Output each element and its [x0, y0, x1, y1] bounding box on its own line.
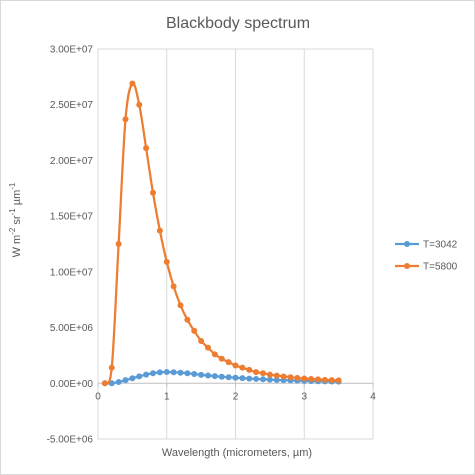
data-point-t-5800: [211, 351, 218, 358]
data-point-t-3042: [170, 369, 177, 376]
data-point-t-5800: [108, 364, 115, 371]
legend-label-t-3042: T=3042: [423, 240, 458, 251]
y-label-part: µm: [11, 190, 23, 209]
data-point-t-5800: [287, 374, 294, 381]
y-tick-label: 3.00E+07: [50, 45, 94, 56]
data-point-t-3042: [191, 371, 198, 378]
data-point-t-5800: [218, 355, 225, 362]
y-tick-label: 0.00E+00: [50, 379, 94, 390]
legend: T=3042 T=5800: [395, 240, 458, 273]
data-point-t-5800: [315, 376, 321, 383]
x-tick-label: 0: [95, 391, 101, 402]
data-point-t-3042: [260, 376, 266, 383]
data-point-t-5800: [266, 371, 273, 378]
data-point-t-5800: [225, 359, 232, 366]
chart-title: Blackbody spectrum: [166, 15, 310, 32]
data-point-t-5800: [301, 375, 308, 382]
data-point-t-5800: [136, 101, 143, 108]
axes: 0 1 2 3 4 -5.00E+06 0.00E+00 5.00E+06 1.00E+07 1.…: [47, 45, 377, 446]
data-point-t-5800: [170, 283, 177, 290]
y-label-superscript: -1: [8, 182, 17, 190]
y-tick-label: 1.50E+07: [50, 212, 94, 223]
data-point-t-3042: [218, 373, 225, 380]
x-axis-label: Wavelength (micrometers, µm): [162, 447, 312, 459]
data-point-t-5800: [177, 302, 184, 309]
data-point-t-3042: [211, 373, 218, 380]
data-point-t-5800: [115, 241, 122, 247]
legend-label-t-5800: T=5800: [423, 262, 458, 273]
data-point-t-5800: [150, 189, 156, 196]
legend-marker-t-3042: [404, 241, 410, 247]
data-point-t-5800: [321, 376, 328, 383]
data-point-t-5800: [129, 80, 136, 87]
data-point-t-5800: [280, 373, 287, 380]
data-point-t-5800: [260, 370, 266, 377]
data-point-t-5800: [328, 377, 335, 384]
data-point-t-5800: [101, 380, 108, 387]
data-point-t-3042: [136, 373, 143, 380]
x-tick-label: 2: [233, 391, 239, 402]
data-point-t-5800: [122, 116, 129, 123]
y-axis-label: W m-2 sr-1 µm-1: [8, 182, 23, 257]
data-point-t-5800: [205, 344, 211, 351]
data-point-t-3042: [198, 371, 205, 378]
data-point-t-3042: [253, 375, 260, 382]
y-tick-label: -5.00E+06: [47, 435, 94, 446]
data-point-t-5800: [143, 145, 150, 152]
y-tick-label: 2.00E+07: [50, 156, 94, 167]
data-point-t-5800: [184, 316, 191, 323]
data-point-t-5800: [198, 337, 205, 344]
data-point-t-3042: [205, 372, 211, 379]
series-line-t-5800: [103, 82, 339, 385]
data-point-t-5800: [253, 369, 260, 376]
y-label-part: W m: [11, 235, 23, 258]
data-point-t-3042: [232, 374, 239, 381]
x-tick-label: 1: [164, 391, 170, 402]
data-point-t-5800: [156, 227, 163, 234]
data-point-t-5800: [335, 377, 342, 384]
y-tick-label: 2.50E+07: [50, 100, 94, 111]
data-point-t-5800: [191, 327, 198, 334]
data-point-t-5800: [232, 362, 239, 369]
data-point-t-3042: [266, 376, 273, 383]
x-tick-label: 4: [370, 391, 376, 402]
data-point-t-3042: [239, 375, 246, 382]
data-point-t-3042: [273, 376, 280, 383]
data-point-t-3042: [225, 374, 232, 381]
data-point-t-5800: [246, 366, 253, 373]
x-tick-label: 3: [301, 391, 307, 402]
data-point-t-5800: [273, 372, 280, 379]
data-point-t-5800: [163, 258, 170, 265]
data-point-t-3042: [184, 370, 191, 377]
y-label-superscript: -1: [8, 208, 17, 216]
data-point-t-3042: [177, 369, 184, 376]
data-point-t-3042: [246, 375, 253, 382]
data-point-t-3042: [122, 377, 129, 384]
gridlines: [97, 48, 374, 440]
series-layer: [101, 80, 342, 387]
y-label-part: sr: [11, 215, 23, 228]
data-point-t-3042: [143, 371, 150, 378]
data-point-t-5800: [308, 376, 315, 383]
data-point-t-3042: [129, 375, 136, 382]
legend-marker-t-5800: [404, 263, 410, 269]
data-point-t-5800: [239, 364, 246, 371]
data-point-t-3042: [163, 369, 170, 376]
y-label-superscript: -2: [8, 227, 17, 235]
data-point-t-5800: [294, 374, 301, 381]
y-tick-label: 5.00E+06: [50, 323, 94, 334]
data-point-t-3042: [156, 369, 163, 376]
y-tick-label: 1.00E+07: [50, 267, 94, 278]
data-point-t-3042: [115, 379, 122, 386]
data-point-t-3042: [150, 370, 156, 377]
